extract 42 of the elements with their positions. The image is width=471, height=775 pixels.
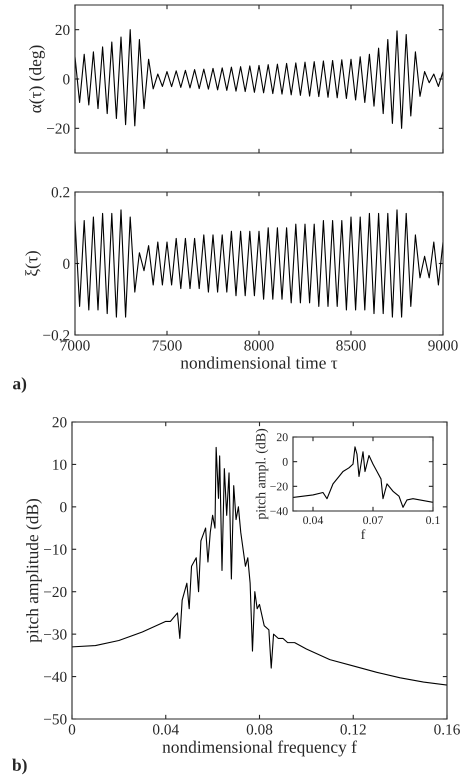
y-tick-label: 20 [52, 417, 67, 428]
y-tick-label: 0 [282, 458, 288, 466]
x-tick-label: 8000 [244, 340, 274, 351]
y-tick-label: 0.2 [52, 187, 70, 198]
y-tick-label: −20 [44, 586, 67, 598]
y-axis-title: pitch ampl. (dB) [256, 428, 268, 520]
y-tick-label: −20 [47, 123, 70, 134]
text: b) [12, 758, 27, 774]
y-axis-title: ξ(τ) [25, 251, 42, 276]
x-tick-label: 0.16 [434, 724, 460, 735]
x-axis-title: nondimensional frequency f [162, 740, 357, 756]
line-series [75, 29, 443, 129]
x-axis-title: nondimensional time τ [180, 356, 338, 369]
x-tick-label: 0.07 [363, 516, 383, 524]
y-tick-label: −40 [44, 672, 67, 682]
line-series [75, 209, 443, 318]
x-tick-label: 0.04 [152, 724, 179, 735]
y-tick-label: 20 [276, 433, 288, 442]
y-tick-label: 0 [60, 502, 67, 512]
y-tick-label: 0 [63, 74, 70, 84]
x-tick-label: 0.1 [426, 516, 440, 524]
y-tick-label: −50 [44, 714, 67, 724]
y-tick-label: −20 [270, 482, 288, 491]
line-series [293, 446, 433, 508]
y-tick-label: −0.2 [43, 330, 70, 341]
x-tick-label: 0.08 [246, 724, 272, 735]
y-tick-label: −10 [44, 544, 67, 555]
y-axis-title: pitch amplitude (dB) [26, 498, 42, 643]
x-tick-label: 0.12 [340, 724, 366, 735]
x-axis-title: f [361, 529, 366, 539]
text: a) [13, 377, 26, 393]
y-axis-title: α(τ) (deg) [29, 45, 45, 113]
y-tick-label: −40 [270, 507, 288, 516]
y-tick-label: −30 [44, 629, 67, 640]
x-tick-label: 8500 [336, 340, 366, 351]
x-tick-label: 9000 [428, 340, 458, 351]
y-tick-label: 0 [63, 258, 70, 269]
x-tick-label: 7500 [152, 340, 182, 351]
y-tick-label: 20 [56, 24, 70, 36]
y-tick-label: 10 [53, 460, 67, 470]
x-tick-label: 0.04 [303, 516, 324, 524]
x-tick-label: 7000 [60, 340, 90, 351]
